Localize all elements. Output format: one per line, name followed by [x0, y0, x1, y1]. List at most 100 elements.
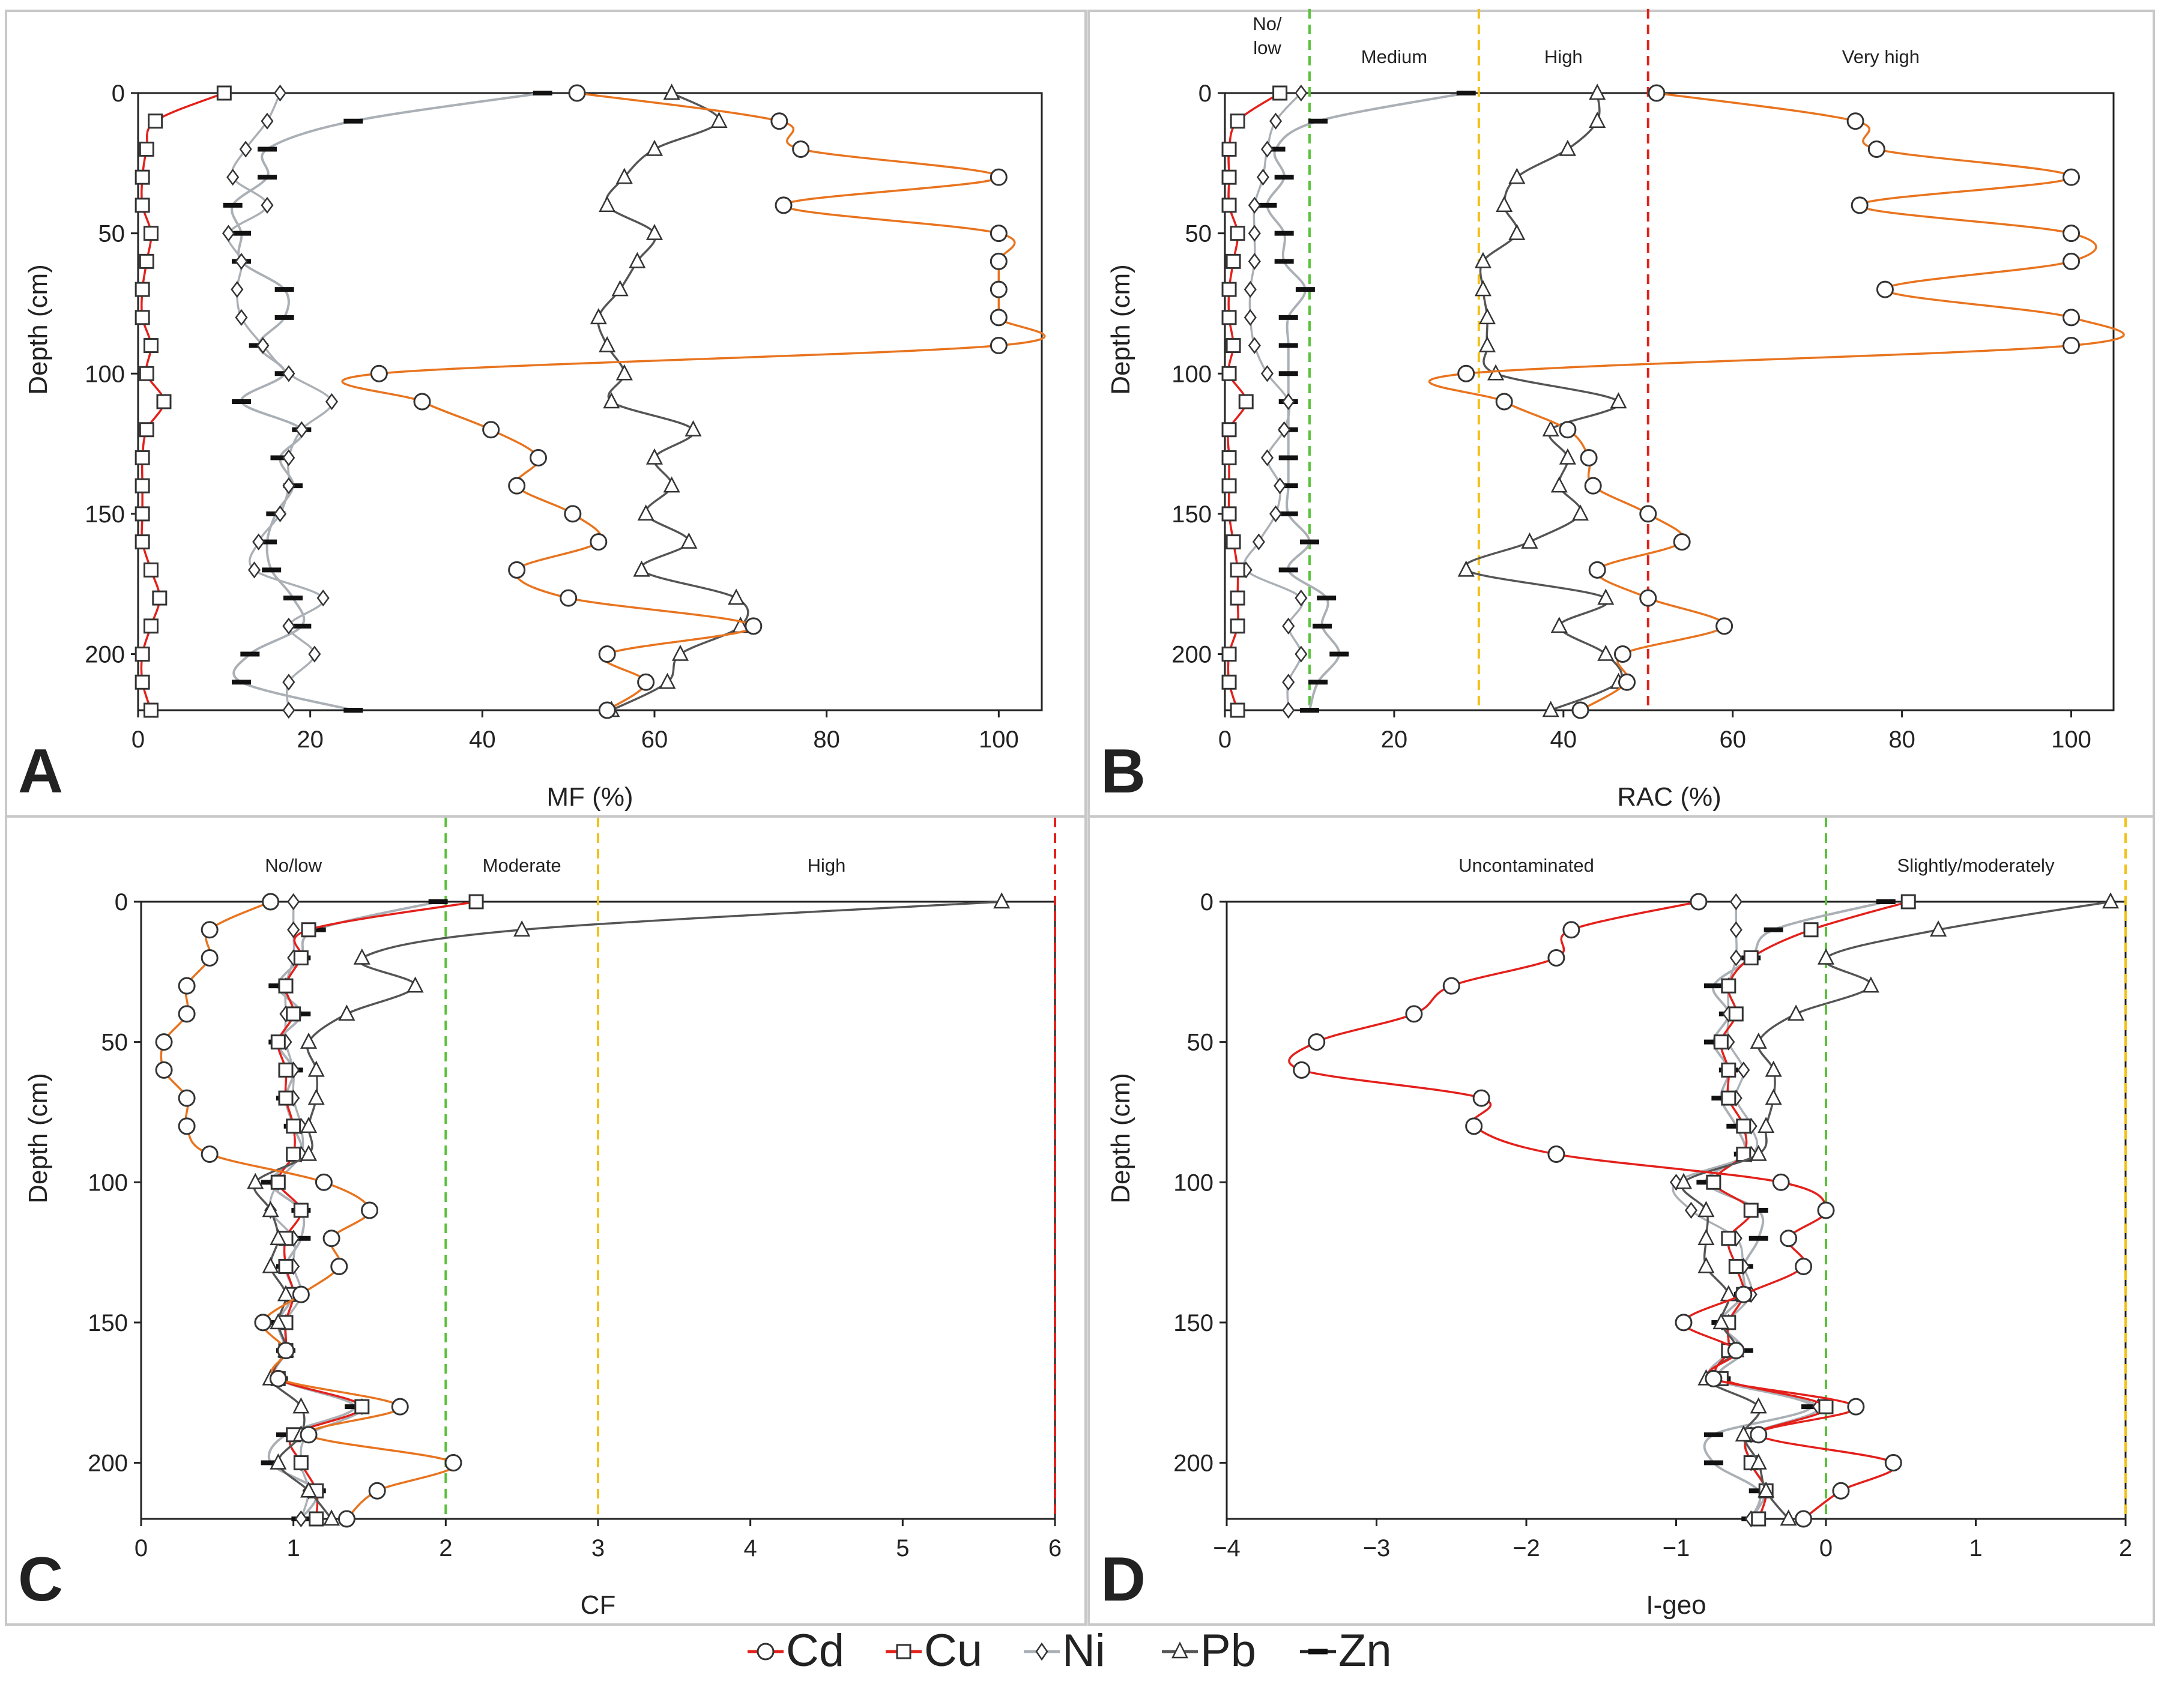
pb-point [300, 1481, 318, 1498]
cu-point [286, 1006, 301, 1022]
cu-point [1226, 338, 1241, 354]
series-pb [590, 83, 749, 717]
x-tick-label: 80 [813, 726, 840, 753]
cu-point [134, 674, 150, 690]
cu-point [278, 1090, 294, 1106]
ni-point [282, 617, 295, 635]
x-tick-label: 40 [1550, 726, 1577, 753]
y-tick-label: 50 [1187, 1030, 1214, 1056]
pb-point [1765, 1060, 1782, 1077]
x-tick-label: 1 [1969, 1535, 1982, 1562]
ni-point [1295, 590, 1308, 607]
legend-item-cu: Cu [886, 1625, 982, 1676]
cd-point [745, 617, 763, 635]
x-tick-label: 2 [439, 1535, 452, 1562]
panel-b: No/low Medium High Very high 0 20 40 60 80 100 0 50… [1087, 9, 2155, 818]
ni-point [316, 590, 330, 607]
ni-point [1278, 421, 1291, 438]
cu-point [1226, 534, 1241, 550]
pb-point [1487, 364, 1505, 381]
pb-point [1589, 112, 1606, 128]
series-line-zn [231, 92, 543, 711]
legend-label: Ni [1062, 1625, 1105, 1676]
cu-point [144, 562, 159, 578]
cu-point [1728, 1258, 1744, 1274]
x-tick-label: 4 [744, 1535, 757, 1562]
ni-point [282, 674, 295, 691]
cd-point [1846, 112, 1864, 130]
cd-point [1308, 1033, 1326, 1051]
cd-point [337, 1510, 355, 1528]
cu-point [1743, 950, 1759, 965]
cd-point [292, 1285, 310, 1303]
pb-point [262, 1201, 279, 1218]
series-cd [1288, 893, 1902, 1528]
pb-point [637, 504, 654, 521]
cd-point [1495, 393, 1513, 411]
series-cd [341, 84, 1046, 719]
cd-point [1639, 505, 1657, 523]
pb-point [1478, 336, 1496, 352]
cd-point [2063, 309, 2081, 327]
pb-point [1550, 476, 1568, 493]
cd-point [598, 701, 616, 719]
cd-point [254, 1314, 272, 1332]
cu-point [1803, 922, 1819, 938]
cd-point [1876, 280, 1894, 298]
ni-point [261, 112, 274, 130]
x-tick-label: 0 [1819, 1535, 1833, 1562]
cd-point [1715, 617, 1733, 635]
cd-point [792, 140, 810, 158]
ni-point [1295, 84, 1308, 102]
cu-point [148, 113, 163, 129]
cd-point [1727, 1342, 1745, 1360]
y-tick-label: 200 [88, 1450, 128, 1477]
cd-point [1618, 673, 1636, 691]
pb-point [1862, 976, 1879, 993]
cd-point [2063, 337, 2081, 355]
pb-point [663, 83, 680, 100]
plot-frame [137, 92, 1043, 711]
ni-point [282, 477, 295, 495]
y-tick-label: 100 [85, 361, 125, 387]
pb-point [633, 560, 650, 577]
cu-point [1230, 702, 1245, 718]
cu-point [144, 226, 159, 241]
cd-point [155, 1061, 173, 1079]
pb-point [1597, 644, 1615, 661]
pb-point [645, 139, 663, 156]
cd-point [590, 533, 608, 551]
y-axis-label: Depth (cm) [1106, 1073, 1135, 1204]
pb-point [1474, 252, 1492, 268]
cd-point [1750, 1426, 1768, 1444]
ni-point [295, 421, 308, 438]
ni-point [1269, 112, 1283, 130]
x-tick-label: 0 [1218, 726, 1232, 753]
pb-point [599, 196, 616, 213]
pb-point [1930, 920, 1947, 937]
pb-point [262, 1257, 279, 1273]
cd-point [1851, 196, 1869, 214]
ni-point [1729, 893, 1742, 911]
series-line-pb [597, 92, 749, 711]
cu-point [134, 506, 150, 522]
cd-point [1559, 421, 1577, 439]
y-tick-label: 0 [112, 80, 125, 107]
legend-item-cd: Cd [748, 1625, 844, 1676]
cd-point [262, 893, 280, 911]
ni-point [1260, 365, 1274, 382]
cu-point [134, 282, 150, 297]
x-tick-label: 3 [591, 1535, 605, 1562]
cu-point [270, 1034, 286, 1050]
cd-point [990, 309, 1008, 327]
ni-point [235, 309, 248, 326]
cd-point [1293, 1061, 1311, 1079]
cd-point [568, 84, 586, 102]
legend: Cd Cu Ni Pb Zn [748, 1625, 1392, 1676]
pb-point [728, 588, 745, 605]
pb-point [1750, 1453, 1767, 1470]
x-axis-label: MF (%) [546, 782, 633, 812]
cu-point [1221, 310, 1237, 325]
cd-point [178, 977, 196, 995]
